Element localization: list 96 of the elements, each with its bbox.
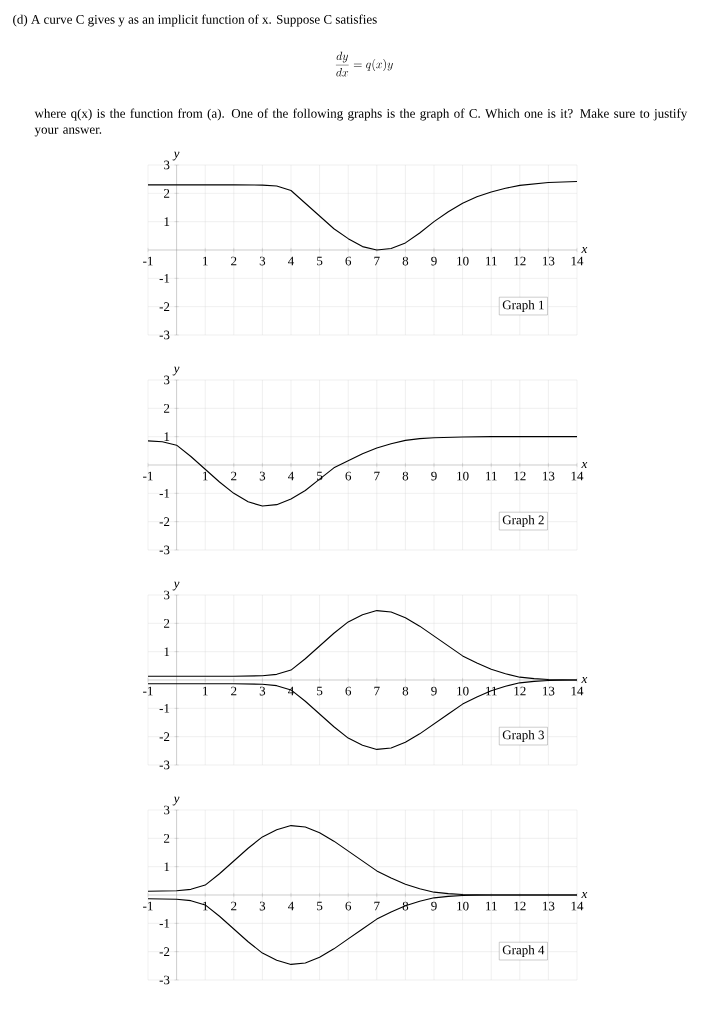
x-tick-label: 7 bbox=[374, 471, 380, 481]
y-tick-label: 1 bbox=[164, 647, 170, 656]
x-tick-label: 13 bbox=[543, 256, 555, 266]
text: where q(x) is the function from (a). One of the following graphs is the graph of C. Which one is it? Make sure to justify your answer. bbox=[34, 108, 688, 137]
y-tick-label: 3 bbox=[164, 160, 170, 170]
y-tick-label: -2 bbox=[159, 517, 170, 526]
x-tick-label: 14 bbox=[571, 686, 584, 696]
x-tick-label: 7 bbox=[374, 901, 380, 911]
y-tick-label: -2 bbox=[159, 947, 170, 956]
y-tick-label: -3 bbox=[159, 545, 170, 555]
annotation: Graph 2 bbox=[502, 515, 544, 527]
y-tick-label: 2 bbox=[164, 834, 170, 843]
x-tick-label: 8 bbox=[402, 471, 409, 481]
x-axis-title: x bbox=[581, 677, 588, 683]
x-tick-label: -1 bbox=[143, 901, 153, 911]
y-tick-label: 1 bbox=[164, 862, 170, 871]
x-tick-label: 1 bbox=[203, 901, 208, 911]
x-tick-label: 3 bbox=[259, 686, 266, 696]
x-tick-label: 1 bbox=[203, 256, 208, 266]
x-tick-label: 11 bbox=[486, 256, 497, 266]
x-tick-label: 2 bbox=[231, 471, 237, 481]
y-tick-label: -1 bbox=[159, 489, 170, 498]
y-tick-label: 1 bbox=[164, 432, 170, 441]
y-tick-label: -1 bbox=[159, 704, 170, 713]
y-tick-label: 2 bbox=[164, 404, 170, 413]
annotation: Graph 4 bbox=[502, 945, 545, 957]
x-tick-label: 14 bbox=[571, 901, 584, 911]
x-tick-label: 6 bbox=[345, 901, 352, 911]
y-tick-label: -3 bbox=[159, 330, 170, 340]
y-axis-title: y bbox=[172, 366, 180, 376]
x-tick-label: 1 bbox=[203, 686, 208, 696]
x-tick-label: -1 bbox=[143, 256, 153, 266]
x-tick-label: 12 bbox=[514, 686, 526, 696]
x-tick-label: 12 bbox=[514, 471, 526, 481]
chart-subtitle: $\frac{dy}{dx} = q(x)y$ bbox=[335, 51, 393, 77]
x-tick-label: 3 bbox=[259, 256, 266, 266]
y-tick-label: 1 bbox=[164, 217, 170, 226]
x-axis-title: x bbox=[581, 892, 588, 898]
x-tick-label: 2 bbox=[231, 686, 237, 696]
x-tick-label: 6 bbox=[345, 471, 352, 481]
x-tick-label: 5 bbox=[317, 471, 323, 481]
y-tick-label: -2 bbox=[159, 732, 170, 741]
x-tick-label: 9 bbox=[431, 471, 437, 481]
x-tick-label: 10 bbox=[457, 686, 469, 696]
x-tick-label: 7 bbox=[374, 256, 380, 266]
x-axis-title: x bbox=[581, 462, 588, 468]
x-tick-label: 5 bbox=[317, 256, 323, 266]
y-tick-label: 2 bbox=[164, 189, 170, 198]
y-tick-label: 3 bbox=[164, 375, 170, 385]
x-axis-title: x bbox=[581, 247, 588, 253]
x-tick-label: 13 bbox=[543, 901, 555, 911]
x-tick-label: 8 bbox=[402, 686, 409, 696]
x-tick-label: 4 bbox=[288, 256, 295, 266]
x-tick-label: 10 bbox=[457, 901, 469, 911]
x-tick-label: 4 bbox=[288, 471, 295, 481]
x-tick-label: 5 bbox=[317, 686, 323, 696]
x-tick-label: 11 bbox=[486, 901, 497, 911]
x-tick-label: 10 bbox=[457, 256, 469, 266]
x-tick-label: 3 bbox=[259, 901, 266, 911]
x-tick-label: 12 bbox=[514, 256, 526, 266]
y-axis-title: y bbox=[172, 151, 180, 161]
y-axis-title: y bbox=[172, 581, 180, 591]
x-tick-label: 11 bbox=[486, 471, 497, 481]
chart-title: (d) A curve C gives y as an implicit function of x. Suppose C satisfies bbox=[13, 14, 377, 27]
x-tick-label: 5 bbox=[317, 901, 323, 911]
y-tick-label: 2 bbox=[164, 619, 170, 628]
x-tick-label: 8 bbox=[402, 256, 409, 266]
x-tick-label: 1 bbox=[203, 471, 208, 481]
y-tick-label: -1 bbox=[159, 919, 170, 928]
x-tick-label: 9 bbox=[431, 686, 437, 696]
x-tick-label: 6 bbox=[345, 686, 352, 696]
x-tick-label: 14 bbox=[571, 256, 584, 266]
y-tick-label: 3 bbox=[164, 805, 170, 815]
x-tick-label: -1 bbox=[143, 686, 153, 696]
x-tick-label: 3 bbox=[259, 471, 266, 481]
x-tick-label: -1 bbox=[143, 471, 153, 481]
x-tick-label: 10 bbox=[457, 471, 469, 481]
y-tick-label: -3 bbox=[159, 760, 170, 770]
x-tick-label: 9 bbox=[431, 901, 437, 911]
x-tick-label: 7 bbox=[374, 686, 380, 696]
x-tick-label: 2 bbox=[231, 256, 237, 266]
x-tick-label: 14 bbox=[571, 471, 584, 481]
annotation: Graph 3 bbox=[502, 730, 544, 742]
y-tick-label: -1 bbox=[159, 274, 170, 283]
x-tick-label: 6 bbox=[345, 256, 352, 266]
x-tick-label: 4 bbox=[288, 901, 295, 911]
y-tick-label: -2 bbox=[159, 302, 170, 311]
x-tick-label: 12 bbox=[514, 901, 526, 911]
x-tick-label: 2 bbox=[231, 901, 237, 911]
annotation: Graph 1 bbox=[502, 300, 544, 312]
y-axis-title: y bbox=[172, 796, 180, 806]
x-tick-label: 13 bbox=[543, 686, 555, 696]
x-tick-label: 13 bbox=[543, 471, 555, 481]
y-tick-label: -3 bbox=[159, 975, 170, 985]
x-tick-label: 9 bbox=[431, 256, 437, 266]
y-tick-label: 3 bbox=[164, 590, 170, 600]
